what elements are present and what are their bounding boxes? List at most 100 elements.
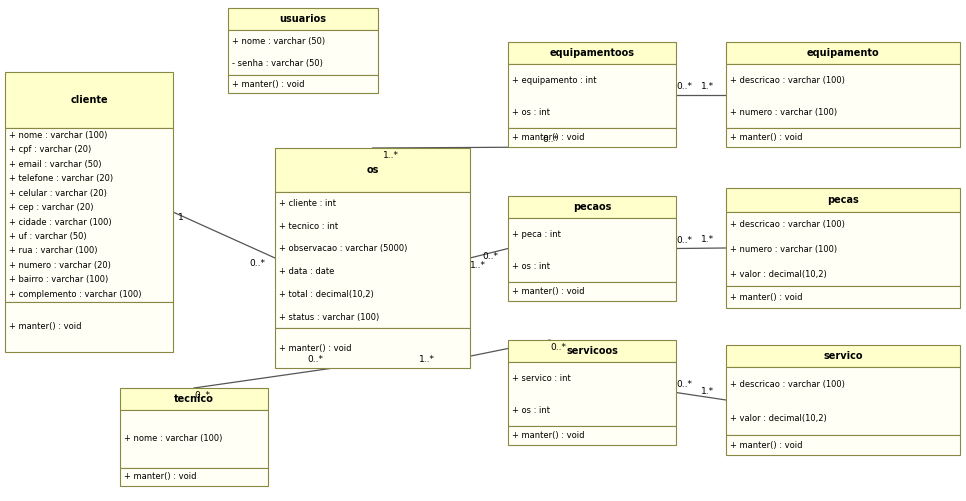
Text: 0..*: 0..* bbox=[194, 391, 210, 400]
Text: equipamento: equipamento bbox=[807, 48, 879, 58]
Bar bbox=[508, 362, 676, 426]
Text: usuarios: usuarios bbox=[279, 14, 327, 24]
Text: + descricao : varchar (100): + descricao : varchar (100) bbox=[730, 76, 845, 85]
Bar bbox=[508, 128, 676, 147]
Bar bbox=[726, 42, 960, 64]
Bar bbox=[726, 345, 960, 367]
Text: equipamentoos: equipamentoos bbox=[550, 48, 635, 58]
Text: 0..*: 0..* bbox=[249, 260, 265, 269]
Text: + manter() : void: + manter() : void bbox=[124, 472, 196, 481]
Text: 1.*: 1.* bbox=[701, 82, 715, 91]
Text: + rua : varchar (100): + rua : varchar (100) bbox=[9, 246, 98, 256]
Text: + numero : varchar (100): + numero : varchar (100) bbox=[730, 244, 838, 254]
Text: tecnico: tecnico bbox=[174, 394, 213, 404]
Text: + cidade : varchar (100): + cidade : varchar (100) bbox=[9, 217, 112, 226]
Text: + cep : varchar (20): + cep : varchar (20) bbox=[9, 203, 94, 212]
Text: + observacao : varchar (5000): + observacao : varchar (5000) bbox=[279, 244, 408, 254]
Text: + equipamento : int: + equipamento : int bbox=[512, 76, 596, 85]
Text: + numero : varchar (100): + numero : varchar (100) bbox=[730, 108, 838, 117]
Text: + bairro : varchar (100): + bairro : varchar (100) bbox=[9, 276, 108, 285]
Text: 1.*: 1.* bbox=[701, 235, 715, 244]
Bar bbox=[508, 282, 676, 301]
Bar bbox=[120, 468, 268, 486]
Text: 0..*: 0..* bbox=[482, 252, 498, 261]
Text: 1..*: 1..* bbox=[470, 262, 486, 271]
Text: + manter() : void: + manter() : void bbox=[512, 287, 584, 296]
Text: + tecnico : int: + tecnico : int bbox=[279, 221, 338, 230]
Text: 0..*: 0..* bbox=[676, 380, 692, 389]
Text: + nome : varchar (100): + nome : varchar (100) bbox=[124, 434, 222, 443]
Bar bbox=[508, 196, 676, 218]
Text: + manter() : void: + manter() : void bbox=[730, 440, 803, 449]
Text: + manter() : void: + manter() : void bbox=[512, 133, 584, 142]
Text: + valor : decimal(10,2): + valor : decimal(10,2) bbox=[730, 414, 827, 423]
Text: + manter() : void: + manter() : void bbox=[279, 344, 352, 353]
Text: servicoos: servicoos bbox=[566, 346, 618, 356]
Text: + email : varchar (50): + email : varchar (50) bbox=[9, 160, 101, 169]
Bar bbox=[275, 328, 470, 368]
Bar bbox=[275, 148, 470, 192]
Text: 1.*: 1.* bbox=[701, 387, 715, 396]
Bar bbox=[5, 302, 173, 352]
Text: + os : int: + os : int bbox=[512, 108, 550, 117]
Bar bbox=[120, 388, 268, 410]
Bar bbox=[5, 128, 173, 302]
Text: pecaos: pecaos bbox=[573, 202, 611, 212]
Text: os: os bbox=[366, 165, 379, 175]
Bar bbox=[726, 287, 960, 308]
Text: + total : decimal(10,2): + total : decimal(10,2) bbox=[279, 290, 374, 299]
Bar bbox=[120, 410, 268, 468]
Bar bbox=[508, 340, 676, 362]
Bar bbox=[228, 75, 378, 93]
Text: + manter() : void: + manter() : void bbox=[232, 80, 304, 89]
Bar bbox=[508, 426, 676, 445]
Text: 1..*: 1..* bbox=[383, 151, 399, 160]
Bar bbox=[726, 128, 960, 147]
Text: + os : int: + os : int bbox=[512, 406, 550, 414]
Text: + complemento : varchar (100): + complemento : varchar (100) bbox=[9, 290, 141, 299]
Text: servico: servico bbox=[823, 351, 863, 361]
Bar bbox=[508, 42, 676, 64]
Text: + valor : decimal(10,2): + valor : decimal(10,2) bbox=[730, 270, 827, 279]
Text: + os : int: + os : int bbox=[512, 262, 550, 271]
Text: + data : date: + data : date bbox=[279, 267, 334, 276]
Text: + manter() : void: + manter() : void bbox=[9, 322, 81, 331]
Bar bbox=[726, 188, 960, 212]
Text: + nome : varchar (50): + nome : varchar (50) bbox=[232, 37, 326, 46]
Text: + descricao : varchar (100): + descricao : varchar (100) bbox=[730, 220, 845, 229]
Text: 1: 1 bbox=[178, 213, 184, 222]
Text: + servico : int: + servico : int bbox=[512, 374, 571, 383]
Text: cliente: cliente bbox=[71, 95, 108, 105]
Text: + celular : varchar (20): + celular : varchar (20) bbox=[9, 188, 107, 197]
Bar bbox=[228, 30, 378, 75]
Bar bbox=[726, 435, 960, 455]
Text: 0..*: 0..* bbox=[676, 236, 692, 245]
Bar bbox=[508, 218, 676, 282]
Text: 0..*: 0..* bbox=[550, 344, 566, 353]
Text: - senha : varchar (50): - senha : varchar (50) bbox=[232, 59, 323, 68]
Bar bbox=[5, 72, 173, 128]
Text: pecas: pecas bbox=[827, 195, 859, 205]
Bar bbox=[726, 212, 960, 287]
Text: + peca : int: + peca : int bbox=[512, 229, 561, 238]
Text: 1..*: 1..* bbox=[418, 356, 435, 365]
Text: 0..*: 0..* bbox=[542, 134, 558, 143]
Text: + telefone : varchar (20): + telefone : varchar (20) bbox=[9, 174, 113, 183]
Text: + numero : varchar (20): + numero : varchar (20) bbox=[9, 261, 111, 270]
Bar bbox=[726, 64, 960, 128]
Text: 0..*: 0..* bbox=[307, 356, 324, 365]
Text: + manter() : void: + manter() : void bbox=[730, 293, 803, 302]
Text: + cliente : int: + cliente : int bbox=[279, 199, 336, 208]
Bar bbox=[508, 64, 676, 128]
Bar bbox=[275, 192, 470, 328]
Text: + manter() : void: + manter() : void bbox=[512, 431, 584, 440]
Text: + status : varchar (100): + status : varchar (100) bbox=[279, 313, 380, 322]
Text: + descricao : varchar (100): + descricao : varchar (100) bbox=[730, 380, 845, 389]
Text: + manter() : void: + manter() : void bbox=[730, 133, 803, 142]
Text: + uf : varchar (50): + uf : varchar (50) bbox=[9, 232, 87, 241]
Bar bbox=[726, 367, 960, 435]
Bar bbox=[228, 8, 378, 30]
Text: + cpf : varchar (20): + cpf : varchar (20) bbox=[9, 145, 91, 154]
Text: 0..*: 0..* bbox=[676, 82, 692, 91]
Text: + nome : varchar (100): + nome : varchar (100) bbox=[9, 131, 107, 140]
